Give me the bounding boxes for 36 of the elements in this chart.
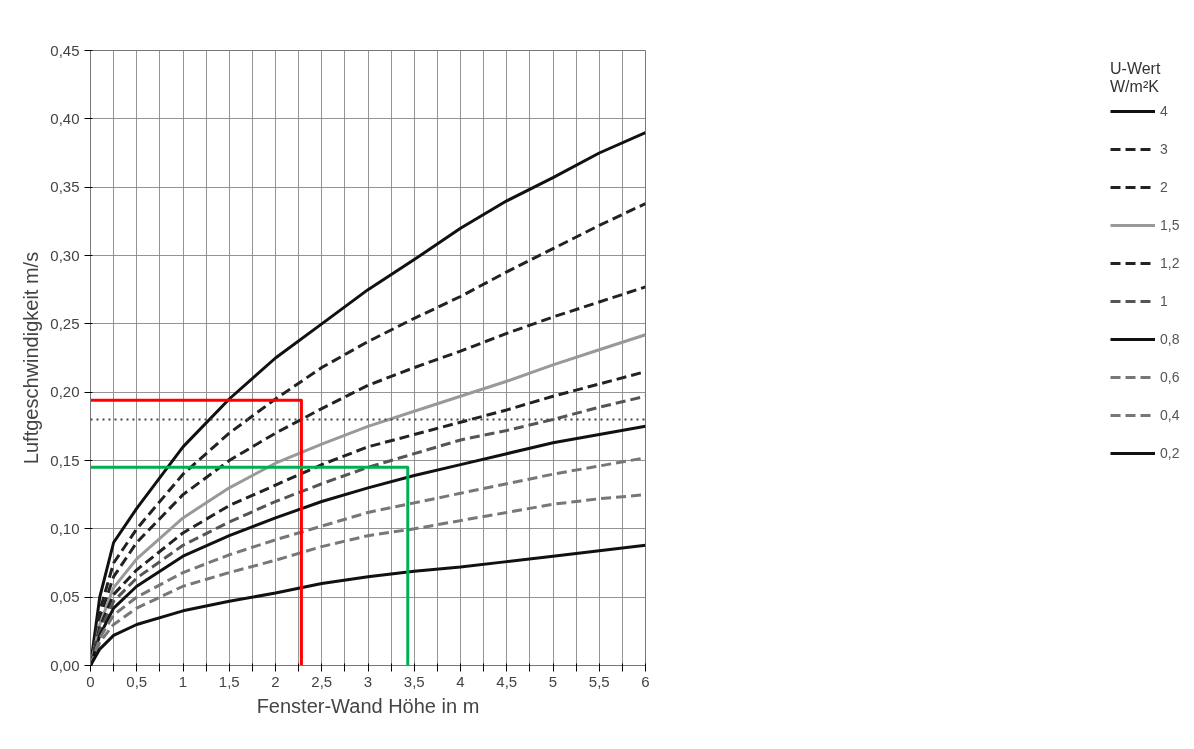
legend-label: 1,2 [1160, 255, 1180, 271]
x-tick-label: 0,5 [126, 672, 148, 690]
legend-label: 2 [1160, 179, 1169, 195]
x-tick-label: 2,5 [311, 672, 333, 690]
legend-label: 1,5 [1160, 217, 1180, 233]
y-tick-label: 0,30 [50, 246, 80, 264]
legend-label: 0,4 [1160, 407, 1180, 423]
legend-label: 0,6 [1160, 369, 1180, 385]
y-tick-label: 0,05 [50, 588, 80, 606]
y-tick-label: 0,45 [50, 41, 80, 59]
legend-label: 0,8 [1160, 331, 1180, 347]
legend-label: 1 [1160, 293, 1169, 309]
x-tick-label: 4,5 [496, 672, 518, 690]
y-tick-label: 0,00 [50, 656, 80, 674]
legend-label: 0,2 [1160, 445, 1180, 461]
legend-title: U-Wert W/m²K [1110, 60, 1162, 96]
x-axis-title: Fenster-Wand Höhe in m [256, 694, 480, 717]
x-tick-label: 1 [178, 672, 188, 690]
y-tick-label: 0,35 [50, 178, 80, 196]
legend-label: 4 [1160, 103, 1169, 119]
x-tick-label: 3,5 [403, 672, 425, 690]
x-tick-label: 4 [456, 672, 465, 690]
x-tick-label: 6 [641, 672, 650, 690]
x-tick-label: 3 [363, 672, 373, 690]
y-axis-title: Luftgeschwindigkeit m/s [20, 251, 43, 465]
y-tick-label: 0,15 [50, 451, 80, 469]
y-tick-label: 0,20 [50, 383, 80, 401]
y-tick-label: 0,25 [50, 314, 80, 332]
x-tick-label: 5,5 [588, 672, 610, 690]
x-tick-label: 1,5 [218, 672, 240, 690]
y-tick-label: 0,40 [50, 109, 80, 127]
x-tick-label: 2 [271, 672, 280, 690]
legend-label: 3 [1160, 141, 1169, 157]
x-tick-label: 5 [548, 672, 558, 690]
x-tick-label: 0 [86, 672, 95, 690]
y-tick-label: 0,10 [50, 519, 80, 537]
